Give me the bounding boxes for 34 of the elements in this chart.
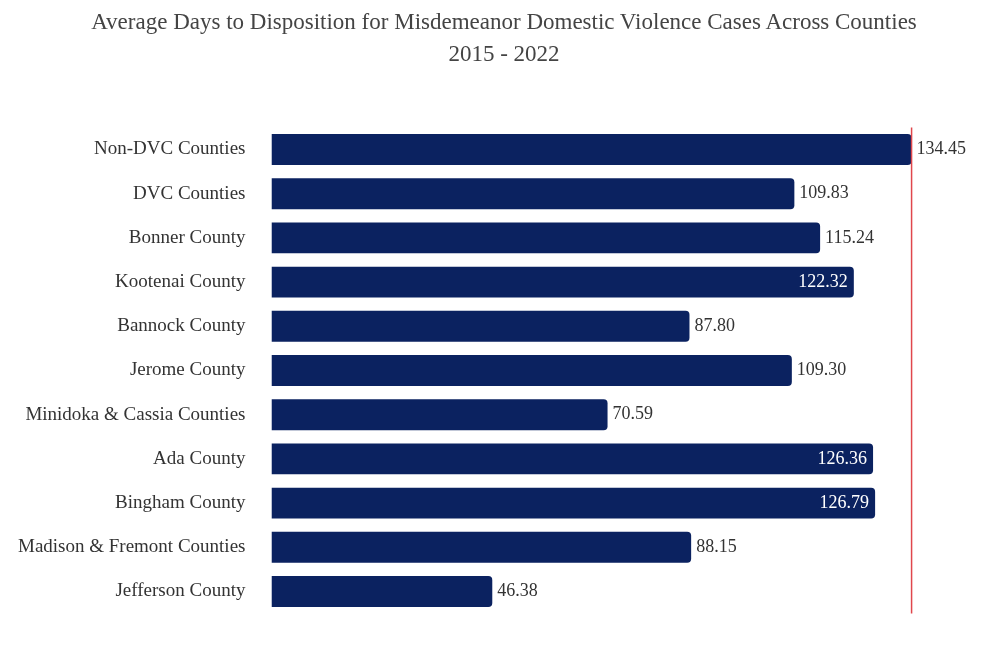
bar (271, 443, 874, 475)
bar (271, 531, 692, 563)
data-label: 109.83 (799, 182, 849, 203)
bar (271, 355, 792, 386)
bar (271, 222, 821, 254)
data-label: 134.45 (916, 138, 967, 159)
y-tick-label: Bannock County (117, 314, 246, 336)
data-label: 70.59 (612, 403, 654, 424)
chart-title: Average Days to Disposition for Misdemeanor Domestic Violence Cases Across Counties 2015 - 2022 (90, 8, 918, 68)
data-label: 126.79 (819, 491, 870, 512)
data-label: 115.24 (825, 226, 874, 247)
data-label: 88.15 (696, 536, 737, 557)
bar (271, 310, 690, 342)
y-tick-label: Minidoka & Cassia Counties (25, 402, 246, 424)
y-tick-label: Jerome County (129, 358, 246, 380)
y-tick-label: Madison & Fremont Counties (17, 535, 246, 557)
bar (271, 178, 795, 210)
data-label: 109.30 (796, 359, 847, 380)
data-label: 122.32 (798, 270, 848, 291)
y-tick-label: Bingham County (115, 491, 246, 513)
bar (271, 134, 912, 165)
bar (271, 399, 608, 431)
y-tick-label: Ada County (153, 446, 246, 468)
y-tick-label: Kootenai County (115, 270, 246, 292)
y-tick-label: Jefferson County (115, 579, 246, 601)
bar (271, 266, 854, 298)
bar (271, 576, 493, 607)
data-label: 126.36 (817, 447, 868, 468)
bar (271, 487, 876, 519)
y-tick-label: Bonner County (128, 225, 246, 247)
y-tick-label: Non-DVC Counties (93, 137, 246, 159)
y-tick-label: DVC Counties (133, 181, 246, 203)
data-label: 46.38 (497, 580, 538, 601)
data-label: 87.80 (694, 315, 735, 336)
